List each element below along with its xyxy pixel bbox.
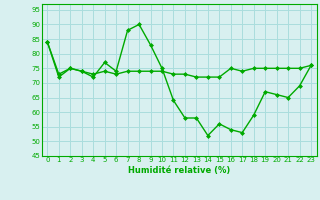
X-axis label: Humidité relative (%): Humidité relative (%) [128,166,230,175]
